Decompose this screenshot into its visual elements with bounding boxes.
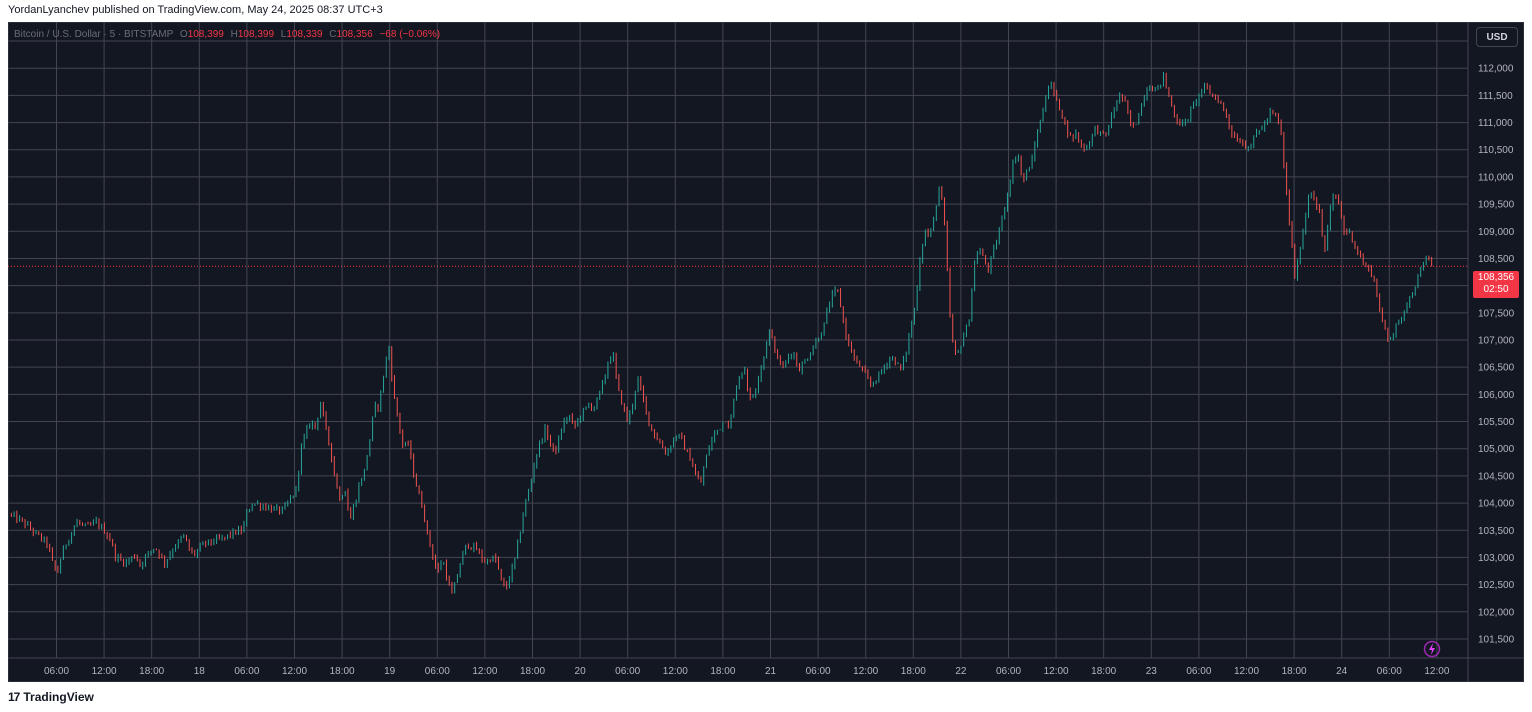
price-tick-label: 103,500	[1478, 526, 1515, 537]
open-value: 108,399	[187, 29, 224, 40]
price-tick-label: 112,000	[1478, 64, 1514, 75]
time-tick-label: 24	[1336, 666, 1348, 677]
time-tick-label: 06:00	[234, 666, 259, 677]
price-tick-label: 107,000	[1478, 336, 1515, 347]
time-tick-label: 18:00	[901, 666, 926, 677]
price-tick-label: 108,500	[1478, 254, 1515, 265]
symbol-label[interactable]: Bitcoin / U.S. Dollar · 5 · BITSTAMP	[14, 29, 174, 40]
time-tick-label: 12:00	[663, 666, 688, 677]
price-axis-labels: 101,500 102,000 102,500 103,000 103,500 104,0…	[1478, 37, 1515, 646]
price-tick-label: 106,000	[1478, 390, 1515, 401]
high-label: H	[230, 29, 238, 40]
published-header: YordanLyanchev published on TradingView.…	[8, 4, 383, 16]
tradingview-footer[interactable]: 17 TradingView	[8, 690, 94, 704]
bolt-icon[interactable]	[1423, 640, 1441, 658]
time-tick-label: 18	[194, 666, 206, 677]
low-label: L	[280, 29, 287, 40]
time-tick-label: 18:00	[520, 666, 545, 677]
time-tick-label: 06:00	[425, 666, 450, 677]
last-price-value: 108,356	[1477, 272, 1515, 283]
time-tick-label: 12:00	[1234, 666, 1259, 677]
price-tick-label: 103,000	[1478, 553, 1515, 564]
time-tick-label: 12:00	[92, 666, 117, 677]
time-tick-label: 12:00	[1424, 666, 1449, 677]
price-tick-label: 102,000	[1478, 607, 1515, 618]
price-tick-label: 111,500	[1478, 91, 1513, 102]
price-tick-label: 102,500	[1478, 580, 1515, 591]
footer-brand: TradingView	[23, 690, 94, 704]
price-tick-label: 105,000	[1478, 444, 1515, 455]
horizontal-grid	[8, 40, 1468, 640]
time-tick-label: 20	[575, 666, 587, 677]
time-tick-label: 12:00	[853, 666, 878, 677]
time-tick-label: 19	[384, 666, 396, 677]
time-tick-label: 06:00	[1186, 666, 1211, 677]
price-tick-label: 101,500	[1478, 634, 1515, 645]
time-tick-label: 18:00	[330, 666, 355, 677]
time-tick-label: 12:00	[1044, 666, 1069, 677]
price-tick-label: 104,000	[1478, 499, 1515, 510]
change-value: −68 (−0.06%)	[379, 29, 441, 40]
price-tick-label: 106,500	[1478, 363, 1515, 374]
time-tick-label: 12:00	[282, 666, 307, 677]
time-tick-label: 06:00	[996, 666, 1021, 677]
time-tick-label: 18:00	[1282, 666, 1307, 677]
last-price-tag: 108,356 02:50	[1473, 271, 1519, 298]
time-tick-label: 06:00	[1377, 666, 1402, 677]
time-tick-label: 06:00	[44, 666, 69, 677]
close-value: 108,356	[336, 29, 373, 40]
price-tick-label: 105,500	[1478, 417, 1515, 428]
time-tick-label: 22	[955, 666, 967, 677]
time-axis-labels: 06:00 12:00 18:00 18 06:00 12:00 18:00 19 06:00 1…	[44, 666, 1450, 677]
time-tick-label: 23	[1146, 666, 1158, 677]
price-tick-label: 110,500	[1478, 145, 1514, 156]
time-tick-label: 18:00	[710, 666, 735, 677]
time-tick-label: 06:00	[806, 666, 831, 677]
price-tick-label: 104,500	[1478, 471, 1515, 482]
currency-button[interactable]: USD	[1476, 27, 1518, 47]
time-tick-label: 18:00	[1091, 666, 1116, 677]
open-label: O	[179, 29, 188, 40]
time-tick-label: 18:00	[139, 666, 164, 677]
high-value: 108,399	[237, 29, 275, 40]
close-label: C	[329, 29, 337, 40]
tradingview-logo-icon: 17	[8, 690, 20, 704]
time-tick-label: 06:00	[615, 666, 640, 677]
price-tick-label: 109,500	[1478, 200, 1515, 211]
chart-frame[interactable]	[8, 22, 1524, 682]
price-tick-label: 107,500	[1478, 308, 1515, 319]
price-tick-label: 109,000	[1478, 227, 1515, 238]
price-tick-label: 111,000	[1478, 118, 1513, 129]
time-tick-label: 21	[765, 666, 777, 677]
candles	[10, 71, 1433, 594]
low-value: 108,339	[286, 29, 323, 40]
time-tick-label: 12:00	[472, 666, 497, 677]
ohlc-legend: Bitcoin / U.S. Dollar · 5 · BITSTAMP O10…	[14, 29, 440, 40]
bar-countdown: 02:50	[1483, 284, 1509, 295]
price-tick-label: 110,000	[1478, 172, 1514, 183]
